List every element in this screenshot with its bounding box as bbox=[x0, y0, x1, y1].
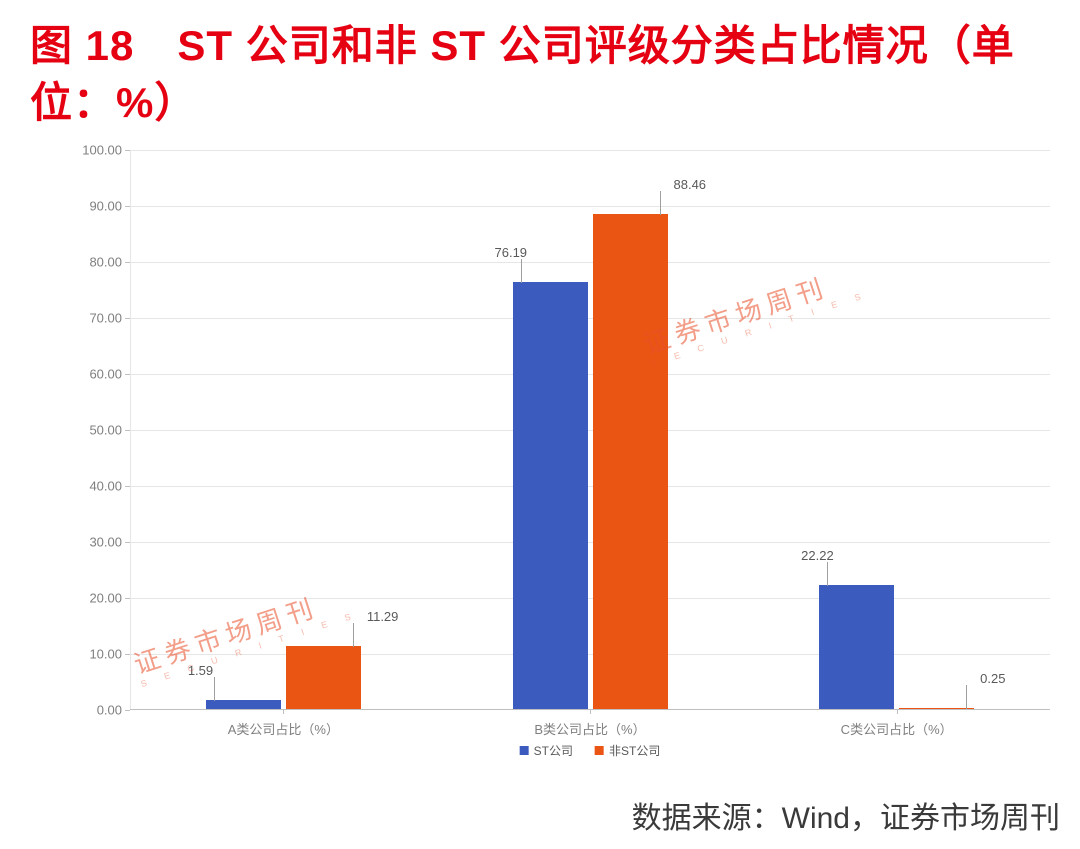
y-tick-mark bbox=[125, 430, 130, 431]
grid-line bbox=[130, 542, 1050, 543]
grid-line bbox=[130, 598, 1050, 599]
bar bbox=[513, 282, 588, 709]
y-tick-label: 10.00 bbox=[89, 647, 122, 662]
x-tick-mark bbox=[897, 709, 898, 714]
legend-item: 非ST公司 bbox=[595, 742, 660, 759]
y-tick-mark bbox=[125, 710, 130, 711]
x-axis-label: C类公司占比（%） bbox=[841, 719, 953, 738]
leader-line bbox=[827, 562, 828, 586]
y-tick-label: 80.00 bbox=[89, 255, 122, 270]
y-tick-label: 100.00 bbox=[82, 143, 122, 158]
leader-line bbox=[966, 685, 967, 709]
y-tick-label: 30.00 bbox=[89, 535, 122, 550]
x-tick-mark bbox=[283, 709, 284, 714]
bar-value-label: 76.19 bbox=[495, 245, 528, 260]
y-tick-mark bbox=[125, 486, 130, 487]
plot-region: ST公司非ST公司 0.0010.0020.0030.0040.0050.006… bbox=[130, 150, 1050, 710]
bar bbox=[819, 585, 894, 709]
y-tick-mark bbox=[125, 318, 130, 319]
grid-line bbox=[130, 486, 1050, 487]
legend-label: 非ST公司 bbox=[609, 742, 660, 759]
grid-line bbox=[130, 206, 1050, 207]
grid-line bbox=[130, 430, 1050, 431]
legend-swatch bbox=[520, 746, 529, 755]
leader-line bbox=[521, 259, 522, 283]
y-tick-label: 40.00 bbox=[89, 479, 122, 494]
y-tick-label: 70.00 bbox=[89, 311, 122, 326]
y-tick-label: 20.00 bbox=[89, 591, 122, 606]
bar-value-label: 22.22 bbox=[801, 548, 834, 563]
y-tick-mark bbox=[125, 542, 130, 543]
bar bbox=[206, 700, 281, 709]
grid-line bbox=[130, 318, 1050, 319]
bar-value-label: 11.29 bbox=[367, 609, 399, 624]
y-tick-mark bbox=[125, 262, 130, 263]
legend: ST公司 非ST公司 bbox=[520, 742, 661, 759]
leader-line bbox=[353, 623, 354, 647]
bar-value-label: 1.59 bbox=[188, 663, 213, 678]
bar bbox=[593, 214, 668, 709]
legend-swatch bbox=[595, 746, 604, 755]
y-tick-label: 60.00 bbox=[89, 367, 122, 382]
y-tick-mark bbox=[125, 374, 130, 375]
grid-line bbox=[130, 374, 1050, 375]
chart-title: 图 18 ST 公司和非 ST 公司评级分类占比情况（单位：%） bbox=[0, 0, 1080, 139]
grid-line bbox=[130, 262, 1050, 263]
leader-line bbox=[660, 191, 661, 215]
y-tick-mark bbox=[125, 598, 130, 599]
y-tick-mark bbox=[125, 150, 130, 151]
legend-item: ST公司 bbox=[520, 742, 573, 759]
legend-label: ST公司 bbox=[534, 742, 573, 759]
source-line: 数据来源：Wind，证券市场周刊 bbox=[632, 793, 1060, 837]
y-tick-label: 90.00 bbox=[89, 199, 122, 214]
grid-line bbox=[130, 150, 1050, 151]
bar bbox=[286, 646, 361, 709]
y-tick-mark bbox=[125, 206, 130, 207]
x-axis-label: B类公司占比（%） bbox=[534, 719, 645, 738]
bar-value-label: 88.46 bbox=[674, 177, 707, 192]
y-tick-label: 0.00 bbox=[97, 703, 122, 718]
grid-line bbox=[130, 654, 1050, 655]
x-tick-mark bbox=[590, 709, 591, 714]
bar bbox=[899, 708, 974, 710]
bar-value-label: 0.25 bbox=[980, 671, 1005, 686]
leader-line bbox=[214, 677, 215, 701]
y-tick-mark bbox=[125, 654, 130, 655]
chart-area: ST公司 非ST公司 0.00 10.00 20.00 30.00 40.00 50.00 6… bbox=[30, 140, 1060, 760]
y-tick-label: 50.00 bbox=[89, 423, 122, 438]
x-axis-label: A类公司占比（%） bbox=[228, 719, 339, 738]
